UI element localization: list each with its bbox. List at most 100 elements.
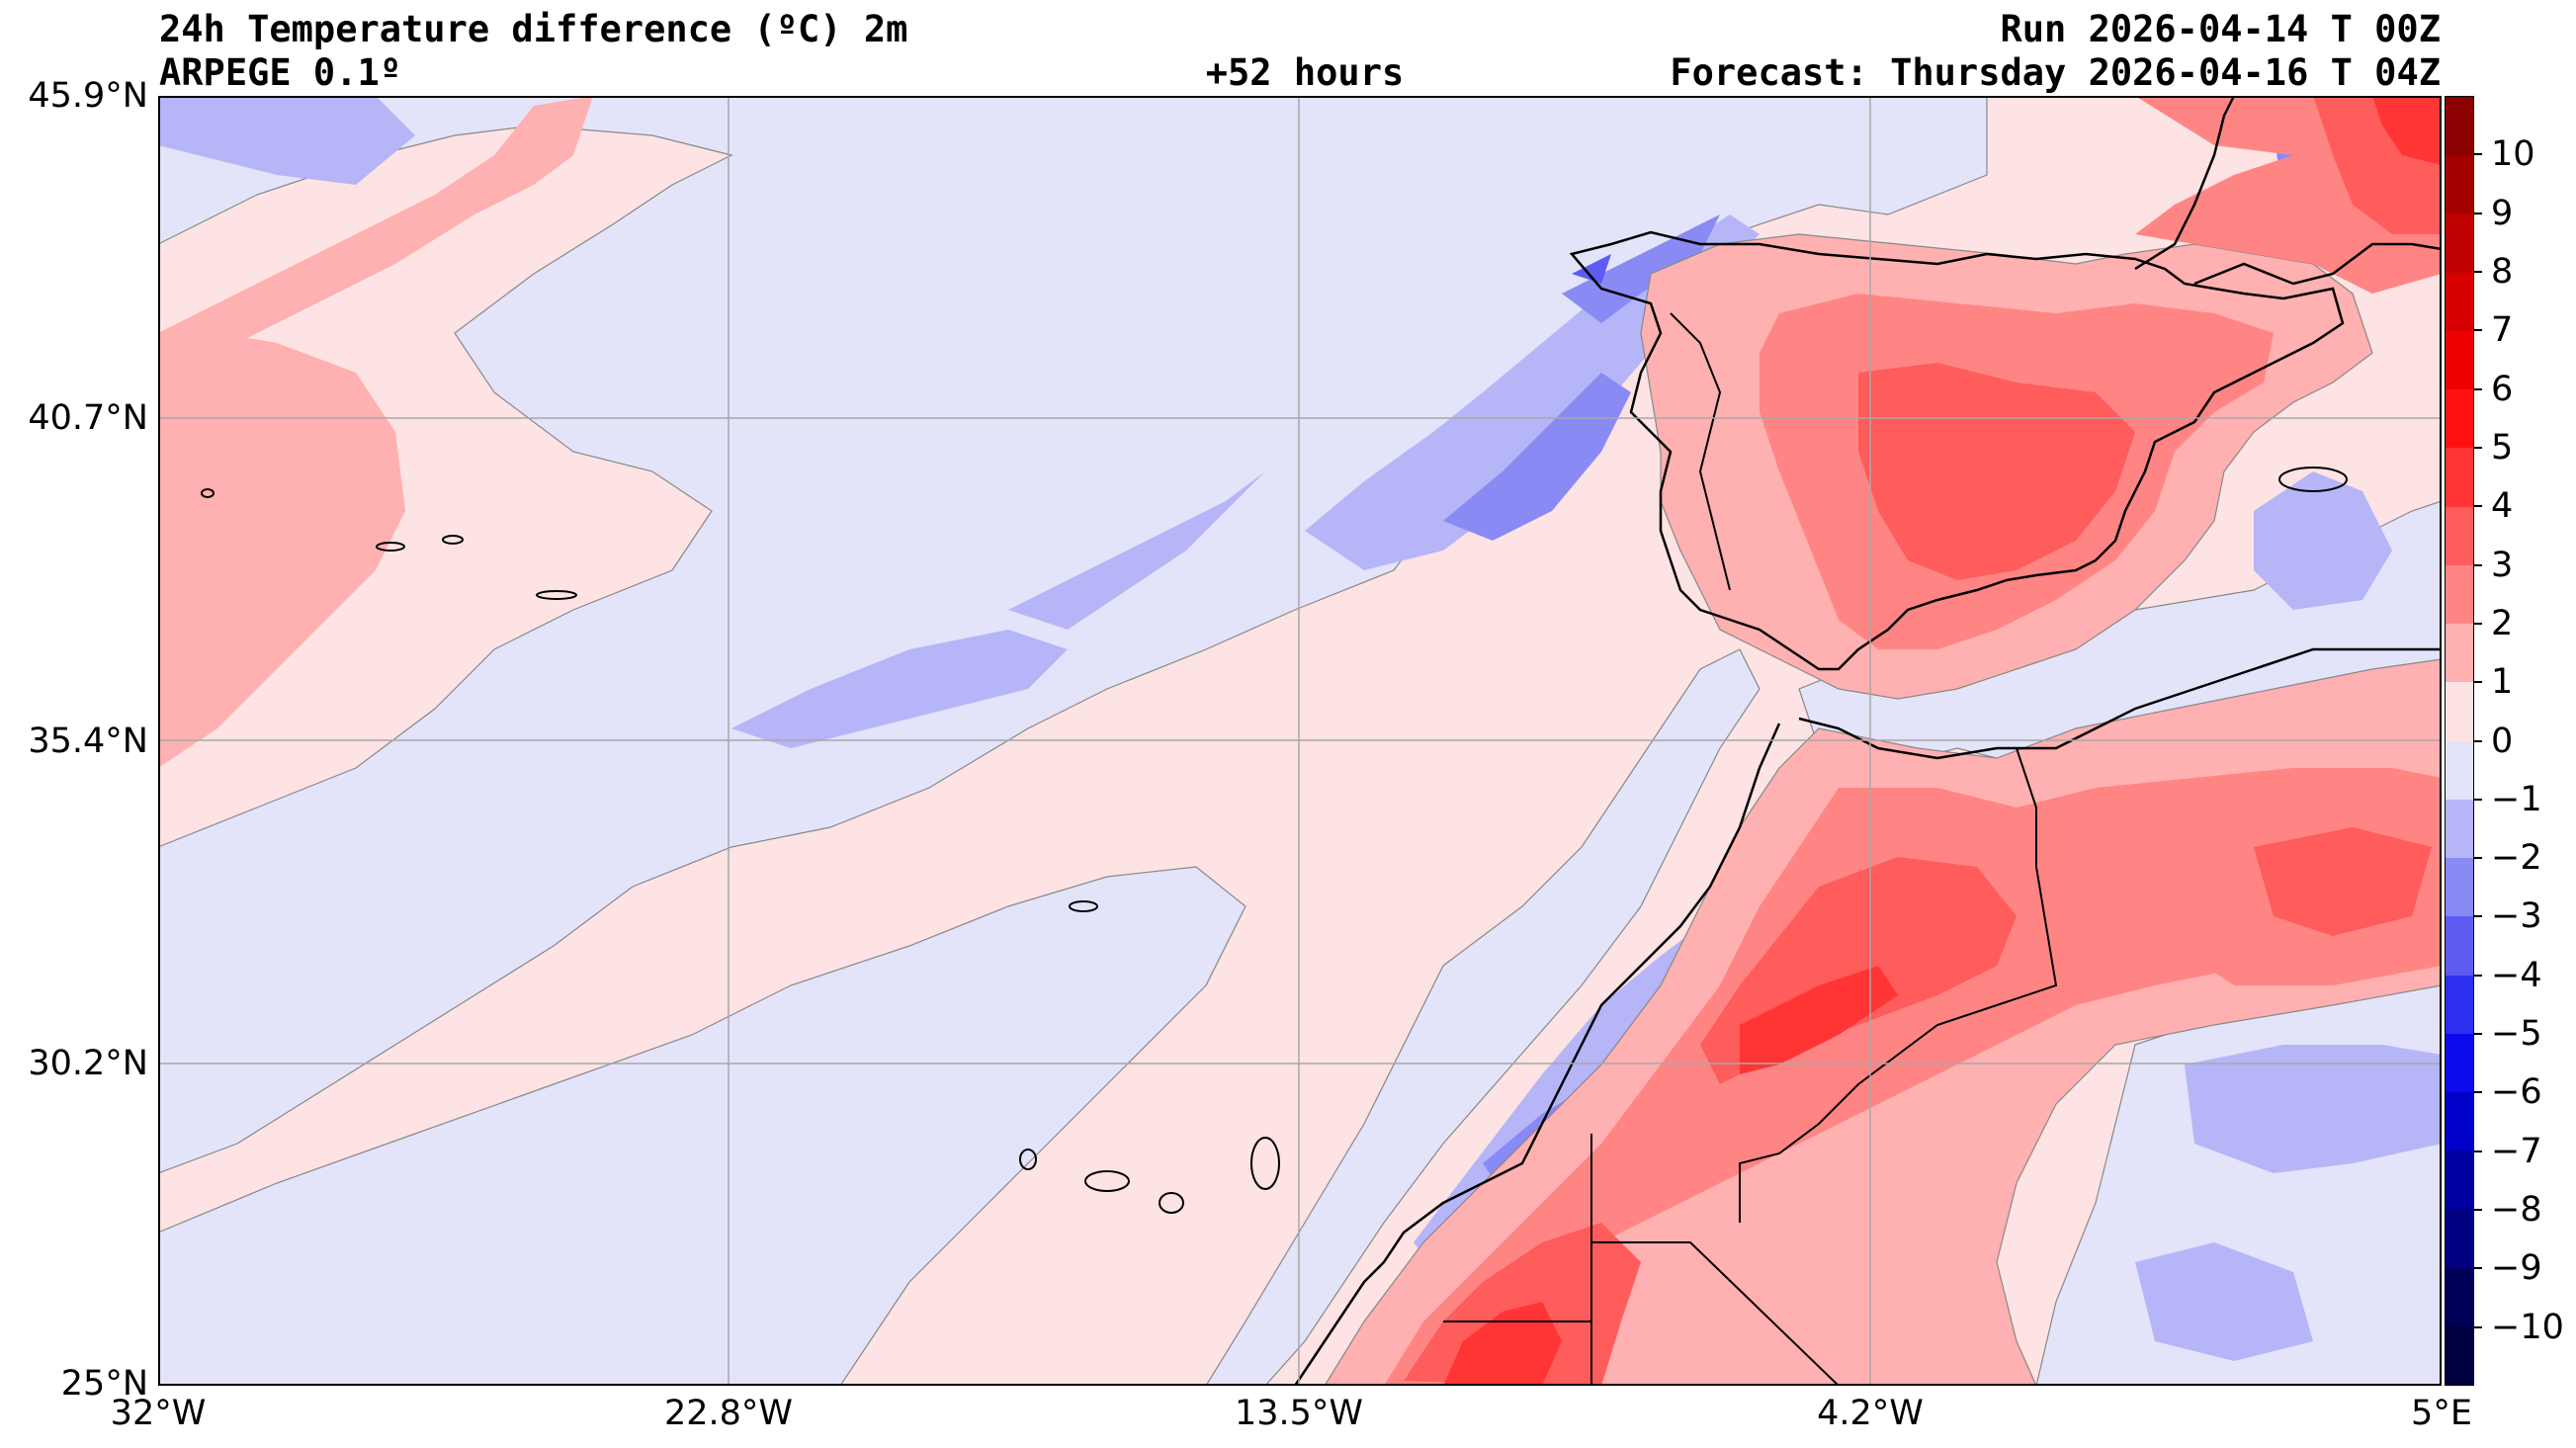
colorbar-tick bbox=[2474, 681, 2482, 684]
colorbar-tick bbox=[2474, 798, 2482, 801]
island-azores-3 bbox=[442, 535, 464, 545]
colorbar-segment bbox=[2446, 1150, 2473, 1210]
positive-region-atlas-core bbox=[1740, 966, 1898, 1074]
island-canary-2 bbox=[1084, 1170, 1130, 1192]
model-name: ARPEGE 0.1º bbox=[159, 51, 402, 94]
colorbar-tick bbox=[2474, 622, 2482, 625]
colorbar-label: −1 bbox=[2491, 779, 2542, 819]
island-azores-1 bbox=[201, 488, 215, 498]
negative-streak-8 bbox=[2135, 1242, 2313, 1361]
island-balearic bbox=[2278, 467, 2348, 492]
colorbar-tick bbox=[2474, 446, 2482, 449]
colorbar-segment bbox=[2446, 448, 2473, 507]
colorbar-tick bbox=[2474, 1150, 2482, 1152]
x-label-3: 13.5°W bbox=[1234, 1394, 1364, 1433]
map-title: 24h Temperature difference (ºC) 2m bbox=[159, 8, 908, 50]
colorbar-segment bbox=[2446, 506, 2473, 565]
negative-core-5 bbox=[1572, 254, 1611, 284]
colorbar-label: 9 bbox=[2491, 193, 2514, 233]
colorbar-segment bbox=[2446, 564, 2473, 625]
colorbar-label: −3 bbox=[2491, 896, 2542, 937]
colorbar-segment bbox=[2446, 97, 2473, 156]
colorbar-segment bbox=[2446, 155, 2473, 214]
border-spain-portugal bbox=[1670, 312, 1731, 591]
negative-core-2 bbox=[1562, 214, 1720, 323]
coastline-gulf-lion bbox=[2193, 242, 2442, 286]
positive-region-algeria-core bbox=[2254, 827, 2432, 936]
border-morocco-algeria bbox=[1739, 747, 2058, 1223]
colorbar-label: −5 bbox=[2491, 1014, 2542, 1055]
negative-core-1 bbox=[1443, 373, 1631, 541]
y-label-1: 45.9°N bbox=[28, 76, 148, 116]
colorbar-label: 0 bbox=[2491, 721, 2514, 761]
x-label-5: 5°E bbox=[2411, 1394, 2472, 1433]
colorbar-tick bbox=[2474, 153, 2482, 156]
colorbar-label: −4 bbox=[2491, 955, 2542, 995]
colorbar-tick bbox=[2474, 857, 2482, 860]
island-canary-3 bbox=[1159, 1192, 1184, 1214]
negative-streak-7 bbox=[2185, 1045, 2442, 1173]
map-area bbox=[158, 96, 2442, 1386]
island-azores-4 bbox=[536, 590, 577, 600]
forecast-time: Forecast: Thursday 2026-04-16 T 04Z bbox=[1670, 51, 2441, 94]
y-label-3: 35.4°N bbox=[28, 722, 148, 761]
colorbar bbox=[2445, 96, 2474, 1386]
colorbar-label: 10 bbox=[2491, 134, 2535, 175]
colorbar-segment bbox=[2446, 1091, 2473, 1151]
x-label-1: 32°W bbox=[110, 1394, 207, 1433]
colorbar-tick bbox=[2474, 1209, 2482, 1212]
y-label-4: 30.2°N bbox=[28, 1044, 148, 1083]
colorbar-segment bbox=[2446, 975, 2473, 1034]
colorbar-segment bbox=[2446, 330, 2473, 390]
colorbar-tick bbox=[2474, 387, 2482, 390]
negative-streak-4 bbox=[158, 96, 415, 185]
colorbar-tick bbox=[2474, 329, 2482, 332]
graticule bbox=[158, 96, 2442, 1386]
colorbar-segment bbox=[2446, 624, 2473, 683]
x-label-4: 4.2°W bbox=[1817, 1394, 1924, 1433]
colorbar-label: −6 bbox=[2491, 1072, 2542, 1113]
colorbar-segment bbox=[2446, 1209, 2473, 1268]
colorbar-segment bbox=[2446, 916, 2473, 976]
colorbar-tick bbox=[2474, 270, 2482, 273]
colorbar-label: 2 bbox=[2491, 603, 2514, 643]
coastline-france bbox=[2134, 96, 2236, 271]
colorbar-tick bbox=[2474, 505, 2482, 508]
y-label-2: 40.7°N bbox=[28, 398, 148, 438]
colorbar-tick bbox=[2474, 739, 2482, 742]
colorbar-label: −2 bbox=[2491, 838, 2542, 879]
positive-band-atlantic bbox=[158, 96, 593, 392]
island-madeira bbox=[1069, 900, 1098, 912]
colorbar-tick bbox=[2474, 212, 2482, 214]
coastline-iberia bbox=[1569, 230, 2345, 671]
colorbar-tick bbox=[2474, 1091, 2482, 1094]
island-canary-1 bbox=[1019, 1149, 1037, 1170]
y-label-5: 25°N bbox=[60, 1364, 148, 1404]
colorbar-tick bbox=[2474, 563, 2482, 566]
colorbar-segment bbox=[2446, 858, 2473, 917]
negative-streak-1 bbox=[731, 630, 1068, 748]
colorbar-segment bbox=[2446, 272, 2473, 331]
colorbar-label: 8 bbox=[2491, 251, 2514, 292]
coastline-north-africa bbox=[1798, 647, 2442, 760]
negative-region-canaries bbox=[158, 866, 1246, 1386]
lead-time: +52 hours bbox=[1205, 51, 1405, 94]
colorbar-tick bbox=[2474, 915, 2482, 918]
colorbar-segment bbox=[2446, 213, 2473, 273]
colorbar-segment bbox=[2446, 682, 2473, 741]
colorbar-label: 7 bbox=[2491, 310, 2514, 351]
colorbar-segment bbox=[2446, 799, 2473, 859]
colorbar-segment bbox=[2446, 740, 2473, 800]
positive-region-france-peak bbox=[2372, 96, 2442, 165]
colorbar-segment bbox=[2446, 1033, 2473, 1092]
colorbar-tick bbox=[2474, 1033, 2482, 1036]
negative-streak-2 bbox=[1008, 471, 1265, 630]
colorbar-label: −7 bbox=[2491, 1131, 2542, 1171]
colorbar-label: 6 bbox=[2491, 369, 2514, 409]
colorbar-label: 5 bbox=[2491, 427, 2514, 468]
negative-streak-6 bbox=[2254, 471, 2392, 610]
positive-region-iberia-core bbox=[1858, 363, 2135, 580]
colorbar-label: 3 bbox=[2491, 545, 2514, 585]
colorbar-tick bbox=[2474, 1325, 2482, 1328]
colorbar-segment bbox=[2446, 1325, 2473, 1386]
